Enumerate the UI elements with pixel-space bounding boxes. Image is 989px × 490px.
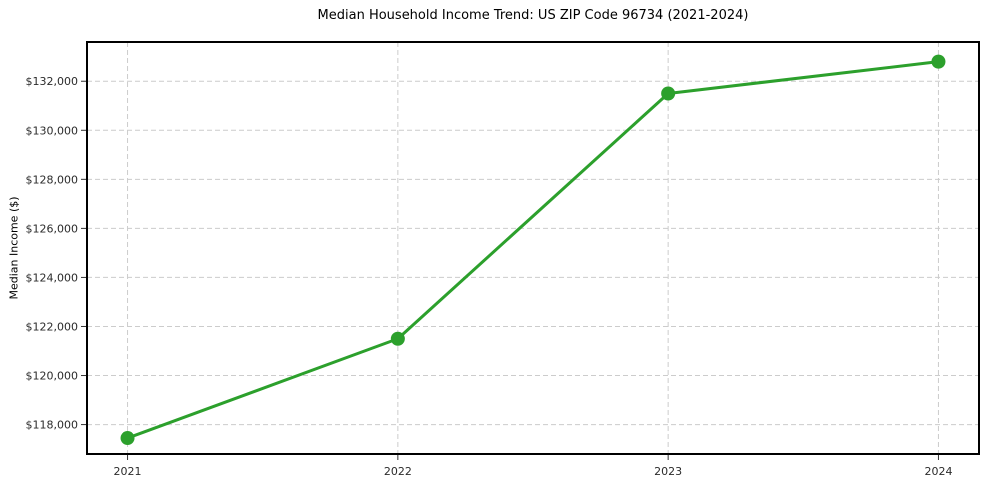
x-tick-label: 2024	[924, 465, 952, 478]
x-tick-label: 2023	[654, 465, 682, 478]
data-point-marker	[661, 86, 676, 101]
y-tick-label: $132,000	[26, 75, 79, 88]
data-point-marker	[931, 54, 946, 69]
y-tick-label: $118,000	[26, 419, 79, 432]
y-tick-label: $120,000	[26, 370, 79, 383]
y-tick-label: $122,000	[26, 320, 79, 333]
data-line	[126, 60, 940, 440]
x-tick-label: 2022	[384, 465, 412, 478]
x-tick-label: 2021	[114, 465, 142, 478]
data-point-marker	[390, 331, 405, 346]
y-tick-label: $128,000	[26, 173, 79, 186]
y-tick-label: $130,000	[26, 124, 79, 137]
y-tick-label: $126,000	[26, 222, 79, 235]
data-point-marker	[120, 431, 135, 446]
y-tick-label: $124,000	[26, 271, 79, 284]
chart-title: Median Household Income Trend: US ZIP Co…	[317, 8, 749, 23]
plot-frame	[86, 41, 980, 455]
